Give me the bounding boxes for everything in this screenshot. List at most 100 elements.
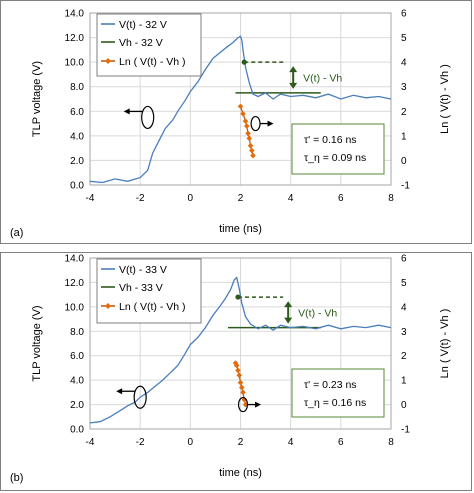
y-tick-label: 8.0	[70, 82, 84, 93]
panel-a: 0.0 2.0 4.0 6.0 8.0 10.0 12.0 14.0 -1 0 1 2 3 4 5 6 -4 -2…	[0, 0, 472, 244]
x-tick-label: 8	[388, 193, 394, 204]
difference-arrowhead-up	[284, 301, 293, 308]
y-tick-label: 12.0	[65, 33, 85, 44]
x-tick-label: -2	[136, 193, 145, 204]
y-right-tick-label: 2	[401, 107, 407, 118]
ln-point	[237, 379, 244, 386]
difference-arrowhead-down	[284, 317, 293, 324]
y-tick-label: 14.0	[65, 9, 85, 20]
x-tick-label: -4	[86, 437, 95, 448]
left-axis-circle	[141, 105, 155, 130]
y-right-tick-label: 6	[401, 9, 407, 20]
panel-frame	[0, 252, 472, 491]
ln-point	[233, 362, 240, 369]
x-tick-label: 8	[388, 437, 394, 448]
peak-marker	[235, 294, 241, 300]
y-right-tick-label: 5	[401, 33, 407, 44]
x-tick-label: 6	[338, 437, 344, 448]
y-right-tick-label: -1	[401, 181, 410, 192]
left-axis-arrowhead	[116, 388, 123, 395]
y-tick-label: 0.0	[70, 181, 84, 192]
x-tick-label: 2	[238, 193, 244, 204]
y-right-tick-label: 6	[401, 254, 407, 265]
right-axis-circle	[250, 115, 261, 132]
series-voltage-line	[89, 35, 392, 184]
tau-eta-label: τ_η = 0.09 ns	[304, 152, 366, 164]
ln-point	[245, 130, 251, 137]
legend-entry: V(t) - 33 V	[119, 264, 167, 276]
y-right-tick-label: 4	[401, 302, 407, 313]
series-voltage-line	[89, 276, 392, 424]
legend-box	[96, 258, 202, 324]
x-tick-label: 0	[188, 193, 194, 204]
y-tick-label: 10.0	[65, 302, 85, 313]
y-right-tick-label: 2	[401, 351, 407, 362]
right-axis-arrowhead	[267, 120, 274, 127]
x-tick-label: 6	[338, 193, 344, 204]
tau-box	[291, 123, 385, 175]
y-right-axis-label: Ln ( V(t) - Vh )	[439, 309, 451, 379]
y-axis-label: TLP voltage (V)	[31, 61, 43, 137]
ln-point	[236, 372, 243, 379]
tau-eta-label: τ_η = 0.16 ns	[304, 397, 366, 409]
ln-point	[238, 384, 245, 391]
y-tick-label: 0.0	[70, 425, 84, 436]
y-axis-label: TLP voltage (V)	[31, 305, 43, 381]
ln-point	[232, 360, 239, 366]
ln-point	[246, 135, 253, 142]
x-tick-label: -2	[136, 437, 145, 448]
y-tick-label: 2.0	[70, 156, 84, 167]
x-axis-label: time (ns)	[219, 467, 262, 479]
y-tick-label: 14.0	[65, 254, 85, 265]
x-tick-label: -4	[86, 193, 95, 204]
ln-point	[242, 118, 249, 124]
tau-box	[291, 368, 385, 418]
y-right-tick-label: -1	[401, 425, 410, 436]
y-right-tick-label: 0	[401, 156, 407, 167]
legend-entry: Ln ( V(t) - Vh )	[119, 56, 186, 68]
tau-prime-label: τ' = 0.16 ns	[304, 134, 357, 146]
y-tick-label: 2.0	[70, 400, 84, 411]
y-tick-label: 8.0	[70, 327, 84, 338]
y-tick-label: 12.0	[65, 278, 85, 289]
ln-point	[243, 123, 250, 129]
legend-swatch-ln-marker	[105, 303, 111, 309]
tau-prime-label: τ' = 0.23 ns	[304, 379, 357, 391]
y-right-tick-label: 4	[401, 58, 407, 69]
left-axis-circle	[133, 385, 147, 409]
peak-marker	[241, 59, 247, 65]
x-tick-label: 2	[238, 437, 244, 448]
y-tick-label: 6.0	[70, 107, 84, 118]
y-tick-label: 10.0	[65, 58, 85, 69]
difference-label: V(t) - Vh	[303, 73, 342, 85]
x-tick-label: 4	[288, 437, 294, 448]
ln-point	[237, 103, 244, 110]
y-tick-label: 4.0	[70, 131, 84, 142]
y-tick-label: 4.0	[70, 376, 84, 387]
legend-entry: Ln ( V(t) - Vh )	[119, 301, 186, 313]
y-right-tick-label: 3	[401, 327, 407, 338]
y-right-tick-label: 1	[401, 376, 407, 387]
ln-point	[247, 142, 254, 149]
difference-label: V(t) - Vh	[298, 307, 337, 319]
legend-entry: Vh - 33 V	[119, 282, 163, 294]
right-axis-arrowhead	[255, 401, 262, 408]
legend-entry: V(t) - 32 V	[119, 19, 167, 31]
x-tick-label: 0	[188, 437, 194, 448]
legend-entry: Vh - 32 V	[119, 37, 163, 49]
panel-label: (a)	[10, 227, 23, 239]
plot-area	[89, 257, 392, 430]
left-axis-arrowhead	[123, 108, 130, 115]
ln-point	[250, 152, 256, 159]
ln-point	[241, 396, 248, 403]
difference-arrowhead-down	[289, 82, 298, 89]
legend-swatch-ln-marker	[105, 58, 111, 64]
ln-point	[235, 367, 241, 374]
x-axis-label: time (ns)	[219, 223, 262, 235]
ln-point	[248, 147, 255, 154]
y-right-tick-label: 5	[401, 278, 407, 289]
panel-label: (b)	[10, 472, 23, 484]
ln-point	[240, 389, 246, 396]
y-right-tick-label: 0	[401, 400, 407, 411]
